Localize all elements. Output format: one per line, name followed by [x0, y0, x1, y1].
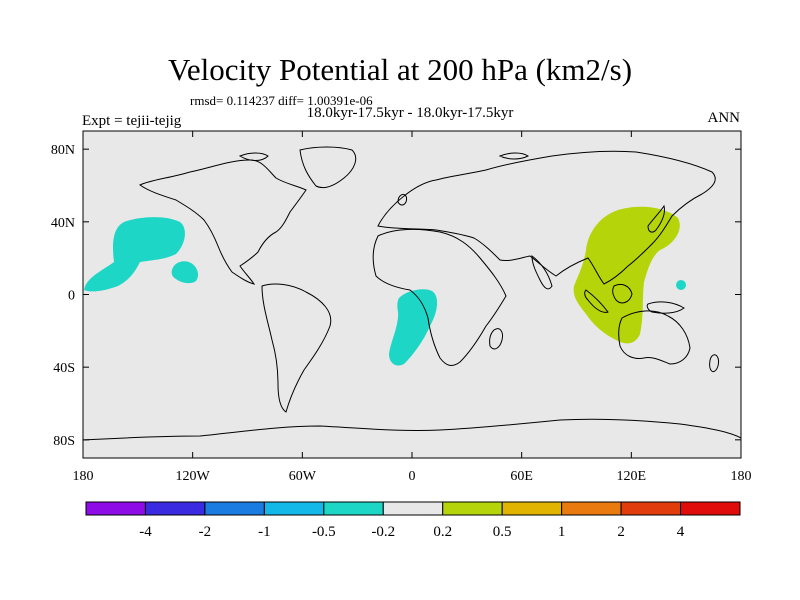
coastline-australia: [618, 310, 691, 365]
coastline-eurasia: [377, 150, 716, 285]
lat-tick-label: 80N: [51, 143, 75, 158]
longitude-axis: 180 120W 60W 0 60E 120E 180: [73, 131, 752, 484]
colorbar-swatch: [442, 501, 503, 516]
contour-fills: [84, 206, 686, 366]
colorbar-swatch: [144, 501, 206, 516]
coastlines: [83, 146, 741, 441]
coastline-japan: [647, 204, 665, 233]
coastline-south-america: [261, 283, 332, 413]
colorbar-swatch: [501, 501, 563, 516]
coastline-greenland: [299, 146, 357, 189]
colorbar-swatch: [620, 501, 682, 516]
colorbar-swatch: [263, 501, 325, 516]
coastline-new-guinea: [646, 301, 685, 314]
colorbar-label: -0.2: [371, 524, 395, 540]
lon-tick-label: 60W: [289, 469, 317, 484]
rmsd-diff-stats: rmsd= 0.114237 diff= 1.00391e-06: [190, 93, 373, 108]
colorbar-label: -2: [199, 524, 212, 540]
lon-tick-label: 120W: [176, 469, 211, 484]
coastline-north-america: [139, 159, 307, 285]
lat-tick-label: 0: [68, 289, 75, 304]
colorbar-label: 0.2: [433, 524, 452, 540]
colorbar-label: -1: [258, 524, 271, 540]
colorbar-swatch: [85, 501, 146, 516]
region-east-pacific-negative: [171, 261, 199, 284]
region-west-pacific-negative-dot: [676, 280, 686, 290]
colorbar-swatch: [561, 501, 622, 516]
colorbar-swatch: [204, 501, 265, 516]
coastline-antarctica: [83, 418, 741, 441]
season-label: ANN: [707, 110, 741, 126]
lon-tick-label: 180: [73, 469, 94, 484]
coastline-india: [531, 254, 553, 290]
coastline-madagascar: [489, 328, 503, 350]
lon-tick-label: 120E: [617, 469, 647, 484]
region-asia-maritime-positive: [573, 206, 680, 344]
figure-title: Velocity Potential at 200 hPa (km2/s): [167, 52, 633, 87]
coastline-new-zealand: [709, 354, 719, 373]
lon-tick-label: 0: [409, 469, 416, 484]
colorbar-label: 4: [677, 524, 685, 540]
colorbar-swatch: [323, 501, 384, 516]
coastline-arctic-islands: [238, 152, 529, 161]
colorbar: -4 -2 -1 -0.5 -0.2 0.2 0.5 1 2 4: [85, 501, 741, 540]
colorbar-swatch: [680, 501, 741, 516]
region-south-atlantic-negative: [389, 289, 438, 366]
experiment-label: Expt = tejii-tejig: [82, 113, 182, 129]
colorbar-label: 2: [617, 524, 625, 540]
colorbar-label: -4: [139, 524, 152, 540]
lat-tick-label: 40S: [53, 361, 75, 376]
colorbar-label: 0.5: [493, 524, 512, 540]
coastline-africa: [372, 228, 507, 366]
region-central-pacific-negative: [84, 217, 185, 292]
lat-tick-label: 40N: [51, 216, 75, 231]
colorbar-swatch: [382, 501, 444, 516]
latitude-axis: 80N 40N 0 40S 80S: [51, 143, 741, 449]
coastline-borneo: [612, 283, 633, 304]
lat-tick-label: 80S: [53, 434, 75, 449]
lon-tick-label: 60E: [510, 469, 533, 484]
coastline-sumatra: [584, 289, 609, 313]
colorbar-label: -0.5: [312, 524, 336, 540]
colorbar-label: 1: [558, 524, 566, 540]
coastline-british-isles: [397, 193, 407, 206]
figure-subtitle: 18.0kyr-17.5kyr - 18.0kyr-17.5kyr: [306, 105, 514, 121]
lon-tick-label: 180: [731, 469, 752, 484]
